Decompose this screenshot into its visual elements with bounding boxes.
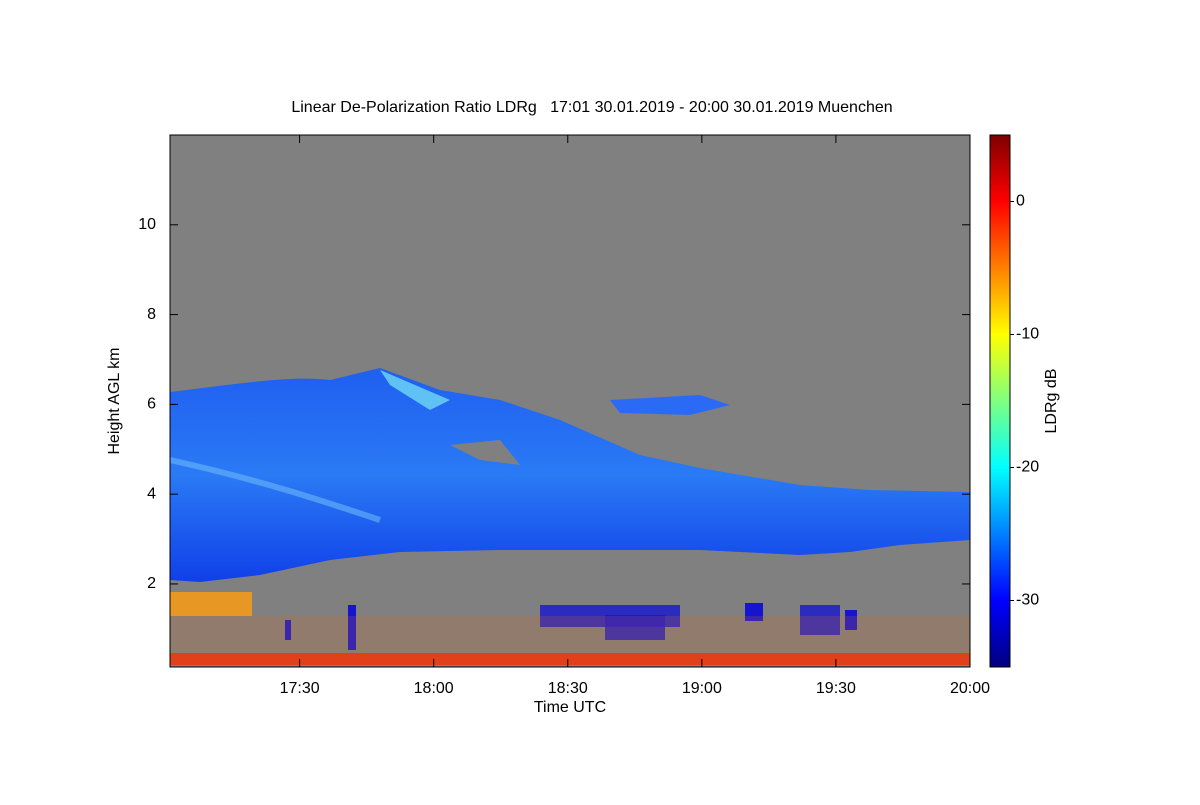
y-tick-label: 6 (147, 396, 156, 413)
x-tick-label: 17:30 (280, 680, 320, 697)
surface-band (170, 653, 970, 665)
precip-streaks (285, 603, 857, 650)
colorbar-tick-label: -10 (1016, 326, 1039, 343)
colorbar-tick-label: 0 (1016, 193, 1025, 210)
colorbar-tick-label: -20 (1016, 459, 1039, 476)
x-tick-label: 18:00 (414, 680, 454, 697)
x-axis-label: Time UTC (534, 699, 606, 716)
chart-title: Linear De-Polarization Ratio LDRg 17:01 … (291, 99, 892, 116)
cloud-streak (380, 370, 450, 410)
noise-band (170, 616, 970, 653)
x-tick-label: 19:00 (682, 680, 722, 697)
clear-gap (450, 440, 520, 465)
x-tick-label: 20:00 (950, 680, 990, 697)
colorbar-label: LDRg dB (1043, 369, 1060, 434)
y-tick-label: 4 (147, 485, 156, 502)
cloud-patch (610, 395, 730, 415)
colorbar-tick-label: -30 (1016, 592, 1039, 609)
cloud-region (170, 368, 970, 582)
x-tick-label: 18:30 (548, 680, 588, 697)
y-axis-label: Height AGL km (106, 347, 123, 454)
cloud-streak (169, 457, 381, 523)
y-tick-label: 10 (138, 216, 156, 233)
plot-area (169, 134, 971, 668)
x-tick-label: 19:30 (816, 680, 856, 697)
y-tick-label: 2 (147, 575, 156, 592)
aerosol-patch (170, 592, 252, 616)
plot-frame (169, 134, 971, 668)
y-tick-label: 8 (147, 306, 156, 323)
colorbar (989, 134, 1011, 668)
